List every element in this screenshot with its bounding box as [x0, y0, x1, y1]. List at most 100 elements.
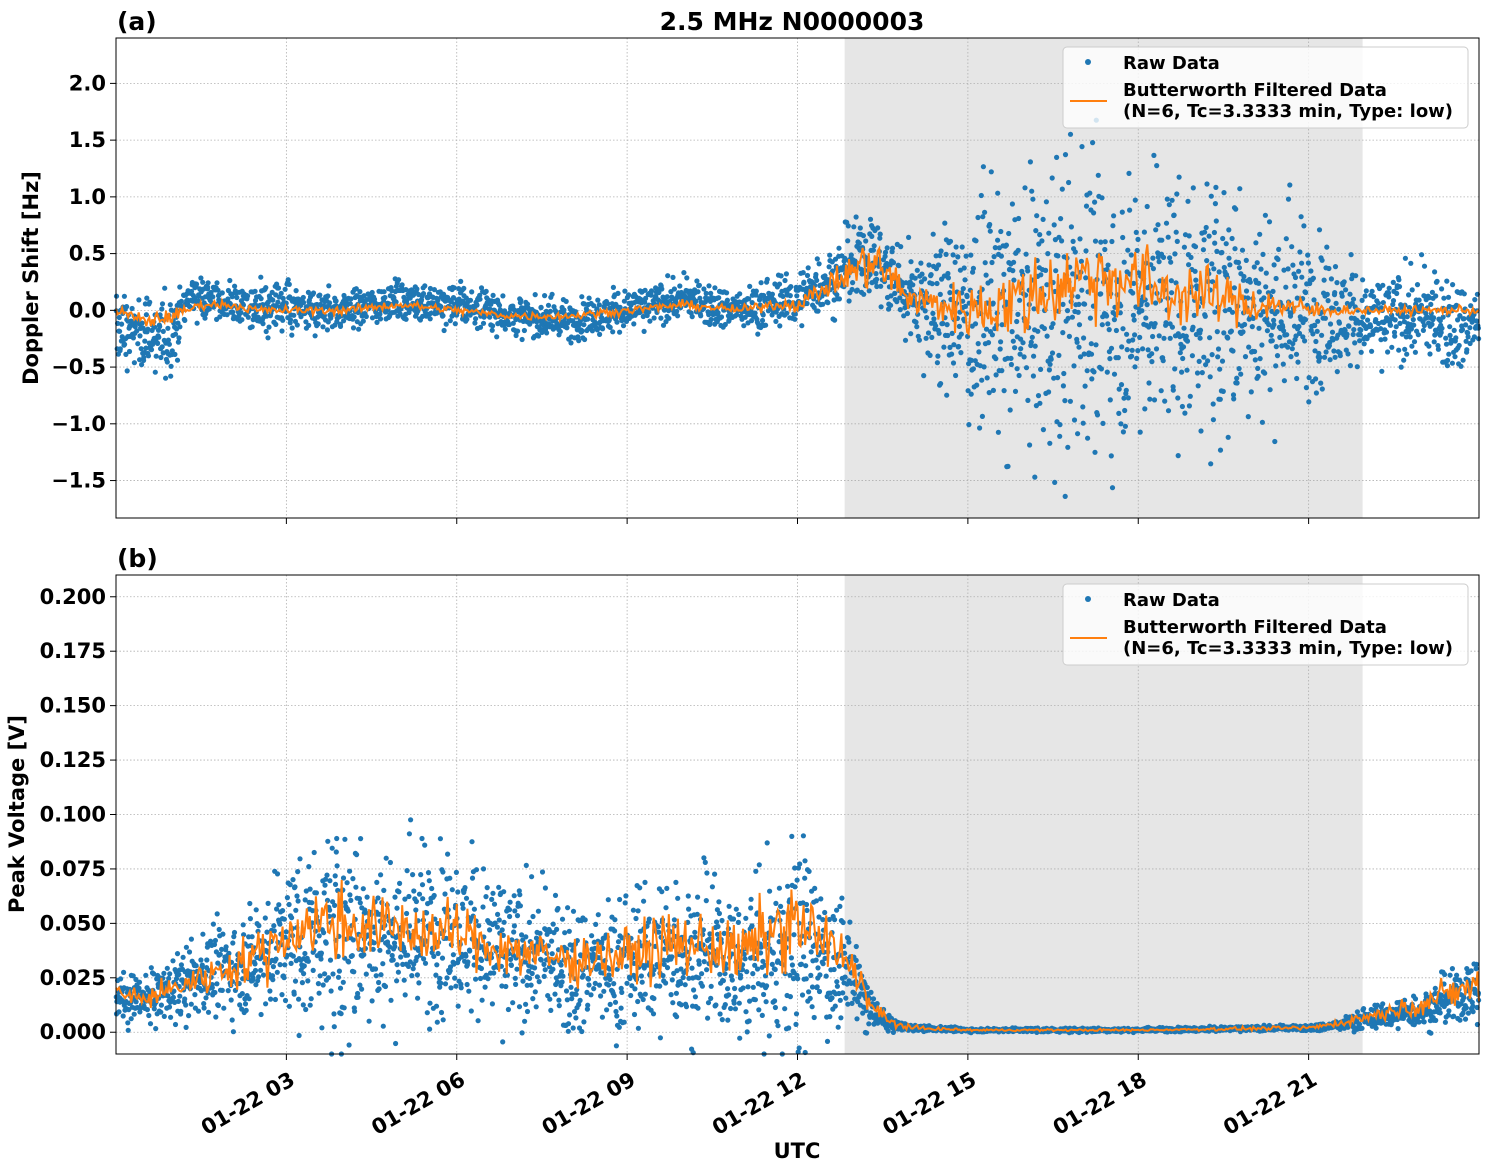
panel-b-raw-point [807, 995, 813, 1002]
panel-a-raw-point [361, 293, 367, 299]
panel-a-raw-point [877, 231, 883, 237]
panel-b-raw-point [425, 870, 432, 876]
panel-b-raw-point [453, 869, 459, 876]
panel-a-raw-point [1431, 339, 1437, 345]
panel-a-raw-point [490, 323, 496, 329]
panel-a-raw-point [1077, 354, 1084, 360]
panel-a-raw-point [156, 334, 162, 340]
panel-b-raw-point [507, 913, 513, 920]
panel-b-raw-point [567, 1012, 573, 1018]
panel-b-raw-point [125, 1027, 131, 1033]
panel-b-raw-point [476, 923, 482, 929]
panel-b-raw-point [748, 905, 754, 911]
panel-b-raw-point [555, 905, 561, 912]
panel-a-raw-point [1098, 366, 1104, 372]
panel-a-raw-point [163, 375, 169, 381]
panel-a-raw-point [1221, 190, 1227, 196]
panel-b-raw-point [641, 898, 647, 904]
panel-a-raw-point [279, 328, 285, 334]
panel-a-raw-point [1040, 216, 1046, 222]
panel-b-raw-point [395, 969, 401, 975]
panel-b-raw-point [704, 870, 710, 876]
panel-b-raw-point [263, 1001, 269, 1007]
panel-b-raw-point [394, 962, 400, 968]
panel-a-raw-point [1407, 334, 1413, 340]
panel-a-raw-point [894, 299, 900, 305]
panel-a-raw-point [908, 259, 914, 265]
panel-a-raw-point [194, 320, 200, 326]
panel-a-raw-point [1208, 193, 1214, 199]
panel-a-raw-point [1312, 322, 1318, 329]
panel-a-raw-point [1310, 275, 1316, 281]
panel-b-raw-point [772, 966, 778, 973]
panel-b-raw-point [607, 1001, 613, 1008]
panel-a-raw-point [990, 387, 997, 393]
panel-b-raw-point [369, 998, 375, 1004]
panel-a-raw-point [1093, 342, 1099, 348]
panel-b-raw-point [674, 1014, 680, 1020]
panel-b-raw-point [789, 833, 795, 840]
panel-a-raw-point [1012, 345, 1018, 351]
panel-a-raw-point [1067, 398, 1073, 404]
panel-a-y-tick-label-0: 2.0 [69, 71, 106, 95]
panel-a-raw-point [1346, 323, 1352, 329]
panel-b-raw-point [565, 905, 571, 911]
panel-b-raw-point [161, 970, 167, 977]
panel-a-raw-point [467, 297, 474, 303]
panel-a: 2.01.51.00.50.0−0.5−1.0−1.5 (a) Doppler … [19, 7, 1482, 524]
panel-a-raw-point [1360, 314, 1366, 320]
panel-b-raw-point [281, 975, 287, 981]
panel-b-raw-point [499, 927, 505, 933]
panel-a-raw-point [978, 192, 984, 199]
panel-a-raw-point [1043, 267, 1049, 273]
panel-a-raw-point [982, 209, 988, 215]
panel-b-raw-point [453, 983, 459, 989]
panel-a-raw-point [871, 243, 877, 249]
panel-a-raw-point [1458, 363, 1464, 369]
panel-a-raw-point [441, 327, 447, 334]
panel-a-raw-point [117, 346, 123, 352]
panel-a-raw-point [913, 319, 919, 325]
panel-a-raw-point [1125, 247, 1131, 253]
panel-b-raw-point [565, 1021, 572, 1027]
panel-a-raw-point [963, 253, 969, 259]
panel-a-raw-point [234, 294, 240, 301]
panel-a-raw-point [901, 313, 907, 319]
panel-a-raw-point [1231, 396, 1237, 402]
panel-a-raw-point [215, 287, 221, 293]
panel-b-raw-point [699, 983, 706, 989]
panel-a-raw-point [853, 214, 859, 220]
panel-a-raw-point [563, 298, 569, 304]
panel-a-raw-point [979, 413, 986, 419]
panel-b-raw-point [552, 991, 558, 997]
panel-b-raw-point [426, 878, 432, 884]
panel-b-raw-point [591, 986, 597, 992]
panel-a-raw-point [1068, 224, 1074, 230]
panel-a-raw-point [1234, 380, 1240, 386]
panel-a-raw-point [1144, 302, 1150, 308]
panel-b-raw-point [240, 922, 246, 928]
panel-a-raw-point [600, 326, 606, 332]
panel-a-raw-point [1295, 359, 1301, 365]
panel-b-raw-point [524, 1008, 531, 1015]
panel-a-raw-point [356, 326, 362, 332]
panel-a-raw-point [1173, 280, 1179, 286]
panel-a-raw-point [595, 297, 601, 303]
panel-b-raw-point [320, 982, 326, 988]
panel-b-raw-point [797, 861, 803, 867]
panel-a-raw-point [1273, 344, 1279, 350]
panel-a-raw-point [1128, 252, 1134, 258]
panel-a-raw-point [165, 337, 171, 343]
panel-a-raw-point [1043, 199, 1049, 205]
panel-a-raw-point [615, 290, 621, 296]
panel-a-raw-point [1083, 248, 1089, 254]
panel-a-raw-point [1080, 420, 1086, 426]
panel-b-raw-point [282, 962, 288, 968]
panel-b-raw-point [715, 923, 721, 930]
panel-a-raw-point [1211, 266, 1217, 272]
panel-a-raw-point [1313, 390, 1319, 396]
panel-a-raw-point [1015, 311, 1021, 317]
panel-a-raw-point [1126, 170, 1132, 176]
panel-a-raw-point [1170, 387, 1176, 393]
